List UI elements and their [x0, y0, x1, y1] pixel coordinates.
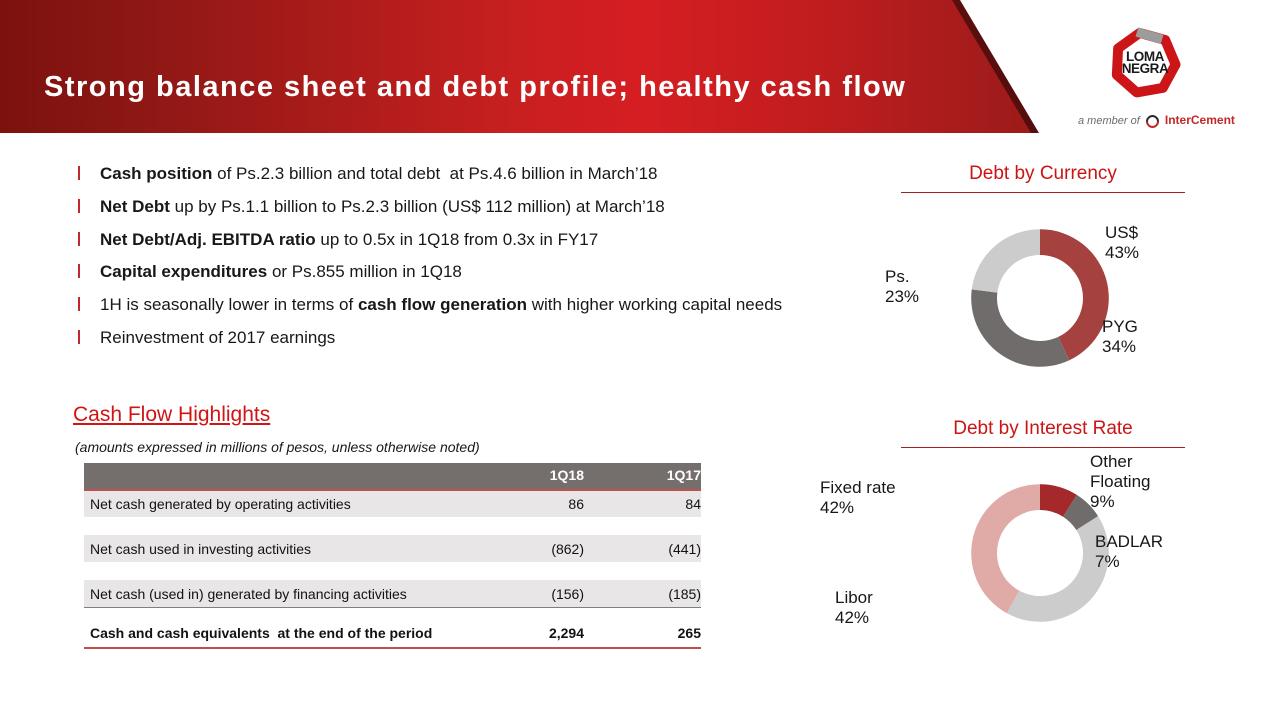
- svg-text:NEGRA: NEGRA: [1122, 61, 1169, 76]
